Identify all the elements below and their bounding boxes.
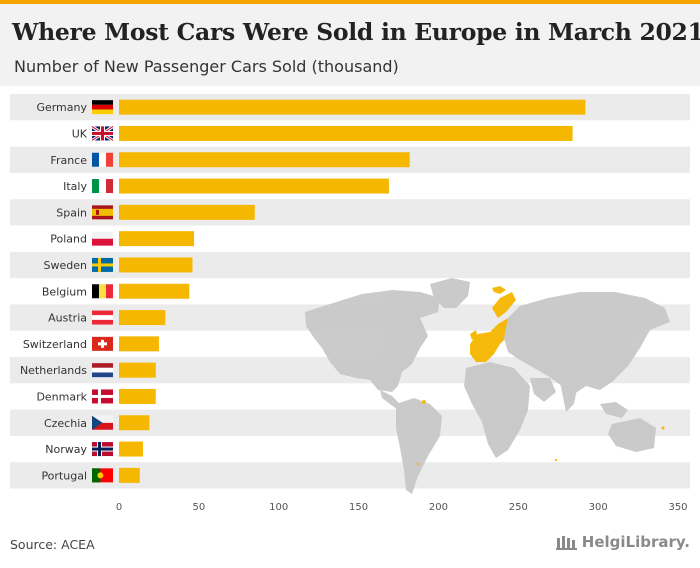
x-tick-label: 250 bbox=[509, 502, 528, 513]
portugal-flag-icon bbox=[92, 468, 113, 483]
x-tick-label: 50 bbox=[192, 502, 205, 513]
bar-sweden bbox=[119, 257, 193, 273]
italy-flag-icon bbox=[92, 179, 113, 194]
category-label: Germany bbox=[36, 101, 87, 114]
austria-flag-icon bbox=[92, 310, 113, 325]
uk-flag-icon bbox=[91, 125, 114, 142]
bar-norway bbox=[119, 441, 143, 457]
category-label: Norway bbox=[45, 443, 87, 456]
category-label: Czechia bbox=[44, 417, 87, 430]
bar-portugal bbox=[119, 467, 140, 483]
bar-germany bbox=[119, 99, 586, 115]
bar-france bbox=[119, 152, 410, 168]
logo-text: HelgiLibrary. bbox=[581, 533, 690, 551]
category-label: Poland bbox=[50, 233, 87, 246]
bar-belgium bbox=[119, 283, 190, 299]
top-accent-bar bbox=[0, 0, 700, 4]
x-tick-label: 0 bbox=[116, 502, 122, 513]
sweden-flag-icon bbox=[92, 257, 113, 272]
category-label: Denmark bbox=[36, 390, 87, 403]
chart-subtitle: Number of New Passenger Cars Sold (thous… bbox=[14, 57, 399, 76]
helgi-library-logo: HelgiLibrary. bbox=[555, 533, 690, 551]
czechia-flag-icon bbox=[92, 415, 113, 430]
bars bbox=[119, 99, 586, 483]
category-labels: Germany UK France Italy Spain Poland Sweden Bel… bbox=[20, 101, 88, 482]
netherlands-flag-icon bbox=[92, 363, 113, 378]
bar-switzerland bbox=[119, 336, 159, 352]
x-tick-label: 300 bbox=[589, 502, 608, 513]
bar-spain bbox=[119, 204, 255, 220]
header: Where Most Cars Were Sold in Europe in M… bbox=[0, 4, 700, 86]
belgium-flag-icon bbox=[92, 284, 113, 299]
denmark-flag-icon bbox=[92, 389, 113, 404]
chart-title: Where Most Cars Were Sold in Europe in M… bbox=[12, 18, 700, 46]
world-map-background bbox=[305, 278, 670, 494]
norway-flag-icon bbox=[92, 442, 113, 457]
category-label: Italy bbox=[63, 180, 87, 193]
bar-denmark bbox=[119, 388, 156, 404]
category-label: Netherlands bbox=[20, 364, 87, 377]
x-tick-label: 150 bbox=[349, 502, 368, 513]
source-note: Source: ACEA bbox=[10, 537, 95, 552]
category-label: Switzerland bbox=[23, 338, 87, 351]
switzerland-flag-icon bbox=[92, 336, 113, 351]
category-label: Belgium bbox=[42, 285, 87, 298]
category-label: France bbox=[50, 154, 87, 167]
germany-flag-icon bbox=[92, 100, 113, 115]
chart-area: Germany UK France Italy Spain Poland Sweden Bel… bbox=[10, 94, 690, 513]
category-label: UK bbox=[72, 127, 88, 140]
bar-italy bbox=[119, 178, 389, 194]
bar-austria bbox=[119, 310, 166, 326]
bar-uk bbox=[119, 125, 573, 141]
x-axis-ticks: 0 50 100 150 200 250 300 350 bbox=[116, 502, 688, 513]
france-flag-icon bbox=[92, 152, 113, 167]
bar-czechia bbox=[119, 415, 150, 431]
category-label: Austria bbox=[48, 312, 87, 325]
x-tick-label: 200 bbox=[429, 502, 448, 513]
flags bbox=[91, 100, 114, 483]
bar-netherlands bbox=[119, 362, 156, 378]
bar-poland bbox=[119, 231, 195, 247]
category-label: Sweden bbox=[44, 259, 87, 272]
spain-flag-icon bbox=[92, 205, 113, 220]
x-tick-label: 100 bbox=[269, 502, 288, 513]
category-label: Portugal bbox=[41, 469, 87, 482]
poland-flag-icon bbox=[92, 231, 113, 246]
library-building-icon bbox=[555, 536, 577, 550]
category-label: Spain bbox=[56, 206, 87, 219]
x-tick-label: 350 bbox=[668, 502, 687, 513]
